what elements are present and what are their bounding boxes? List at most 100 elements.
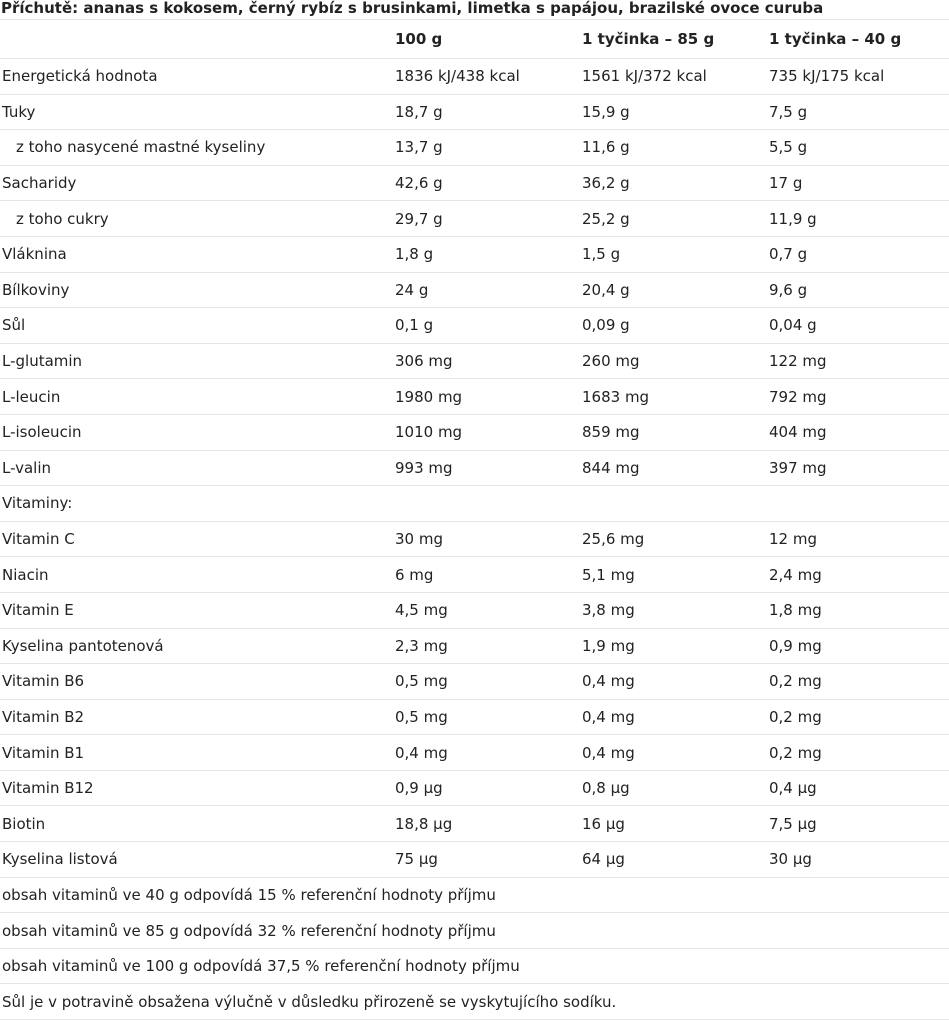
value-100g: 6 mg (393, 556, 580, 593)
table-row: Tuky 18,7 g 15,9 g 7,5 g (0, 94, 949, 131)
value-85g: 0,4 mg (580, 699, 767, 736)
value-100g: 2,3 mg (393, 628, 580, 665)
table-row: Vitamin B1 0,4 mg 0,4 mg 0,2 mg (0, 734, 949, 771)
table-row: Niacin 6 mg 5,1 mg 2,4 mg (0, 556, 949, 593)
value-85g: 25,2 g (580, 200, 767, 237)
value-85g (580, 485, 767, 522)
value-85g: 20,4 g (580, 272, 767, 309)
note-row: obsah vitaminů ve 40 g odpovídá 15 % ref… (0, 877, 949, 914)
value-100g: 0,1 g (393, 307, 580, 344)
value-40g: 0,2 mg (767, 699, 949, 736)
value-100g: 18,7 g (393, 94, 580, 131)
nutrient-label: Kyselina listová (0, 841, 393, 878)
value-85g: 1,5 g (580, 236, 767, 273)
value-40g: 0,4 µg (767, 770, 949, 807)
value-85g: 36,2 g (580, 165, 767, 202)
table-row: Biotin 18,8 µg 16 µg 7,5 µg (0, 805, 949, 843)
nutrient-label: Vitamin E (0, 592, 393, 629)
value-40g: 12 mg (767, 521, 949, 558)
value-100g: 18,8 µg (393, 805, 580, 843)
table-row: Bílkoviny 24 g 20,4 g 9,6 g (0, 272, 949, 309)
value-100g: 30 mg (393, 521, 580, 558)
value-85g: 859 mg (580, 414, 767, 451)
table-row: Vitamin B12 0,9 µg 0,8 µg 0,4 µg (0, 770, 949, 807)
nutrition-table: 100 g 1 tyčinka – 85 g 1 tyčinka – 40 g … (0, 19, 949, 1020)
nutrient-label: Biotin (0, 805, 393, 843)
value-100g: 1980 mg (393, 378, 580, 415)
column-header-nutrient (0, 19, 393, 59)
value-85g: 64 µg (580, 841, 767, 878)
value-100g: 13,7 g (393, 129, 580, 166)
nutrient-label: Vitamin B12 (0, 770, 393, 807)
value-85g: 16 µg (580, 805, 767, 843)
nutrient-label: Energetická hodnota (0, 58, 393, 95)
value-40g: 7,5 µg (767, 805, 949, 843)
value-85g: 11,6 g (580, 129, 767, 166)
value-40g: 792 mg (767, 378, 949, 415)
value-40g: 11,9 g (767, 200, 949, 237)
column-header-40g: 1 tyčinka – 40 g (767, 19, 949, 59)
value-85g: 0,4 mg (580, 734, 767, 771)
nutrient-label: Kyselina pantotenová (0, 628, 393, 665)
note-text: Sůl je v potravině obsažena výlučně v dů… (0, 983, 949, 1020)
value-40g: 1,8 mg (767, 592, 949, 629)
nutrient-label: L-glutamin (0, 343, 393, 380)
value-40g: 0,2 mg (767, 663, 949, 700)
table-row: Vitamin E 4,5 mg 3,8 mg 1,8 mg (0, 592, 949, 629)
nutrient-label: Niacin (0, 556, 393, 593)
page-title: Příchutě: ananas s kokosem, černý rybíz … (1, 0, 824, 17)
value-40g: 404 mg (767, 414, 949, 451)
value-100g: 4,5 mg (393, 592, 580, 629)
value-40g: 2,4 mg (767, 556, 949, 593)
value-40g: 7,5 g (767, 94, 949, 131)
table-row: Energetická hodnota 1836 kJ/438 kcal 156… (0, 58, 949, 95)
table-row: Vitamin C 30 mg 25,6 mg 12 mg (0, 521, 949, 558)
nutrient-label: Vitamin B2 (0, 699, 393, 736)
table-row: Vitaminy: (0, 485, 949, 522)
nutrient-label: z toho cukry (16, 209, 109, 228)
table-row: z toho cukry 29,7 g 25,2 g 11,9 g (0, 200, 949, 237)
value-40g: 397 mg (767, 450, 949, 487)
nutrient-label: Bílkoviny (0, 272, 393, 309)
table-row: L-valin 993 mg 844 mg 397 mg (0, 450, 949, 487)
table-row: L-leucin 1980 mg 1683 mg 792 mg (0, 378, 949, 415)
nutrient-label: Sůl (0, 307, 393, 344)
nutrient-label: Vláknina (0, 236, 393, 273)
value-100g: 1,8 g (393, 236, 580, 273)
table-row: Vláknina 1,8 g 1,5 g 0,7 g (0, 236, 949, 273)
value-40g: 122 mg (767, 343, 949, 380)
column-header-100g: 100 g (393, 19, 580, 59)
note-text: obsah vitaminů ve 100 g odpovídá 37,5 % … (0, 948, 949, 985)
value-100g: 29,7 g (393, 200, 580, 237)
value-100g (393, 485, 580, 522)
value-40g: 0,04 g (767, 307, 949, 344)
table-row: Sůl 0,1 g 0,09 g 0,04 g (0, 307, 949, 344)
table-row: L-isoleucin 1010 mg 859 mg 404 mg (0, 414, 949, 451)
value-85g: 1683 mg (580, 378, 767, 415)
nutrient-label-cell: z toho nasycené mastné kyseliny (0, 129, 393, 166)
nutrient-label: Vitamin B6 (0, 663, 393, 700)
nutrient-label: Vitamin B1 (0, 734, 393, 771)
note-text: obsah vitaminů ve 85 g odpovídá 32 % ref… (0, 912, 949, 949)
value-100g: 24 g (393, 272, 580, 309)
value-85g: 15,9 g (580, 94, 767, 131)
note-text: obsah vitaminů ve 40 g odpovídá 15 % ref… (0, 877, 949, 914)
value-40g: 5,5 g (767, 129, 949, 166)
nutrient-label-cell: z toho cukry (0, 200, 393, 237)
table-row: L-glutamin 306 mg 260 mg 122 mg (0, 343, 949, 380)
table-row: Kyselina pantotenová 2,3 mg 1,9 mg 0,9 m… (0, 628, 949, 665)
table-row: Sacharidy 42,6 g 36,2 g 17 g (0, 165, 949, 202)
value-85g: 0,09 g (580, 307, 767, 344)
value-85g: 844 mg (580, 450, 767, 487)
value-100g: 75 µg (393, 841, 580, 878)
value-85g: 25,6 mg (580, 521, 767, 558)
value-85g: 0,8 µg (580, 770, 767, 807)
nutrient-label: L-isoleucin (0, 414, 393, 451)
value-85g: 0,4 mg (580, 663, 767, 700)
nutrient-label: Vitamin C (0, 521, 393, 558)
value-40g: 17 g (767, 165, 949, 202)
value-100g: 1836 kJ/438 kcal (393, 58, 580, 95)
value-40g: 735 kJ/175 kcal (767, 58, 949, 95)
table-row: Vitamin B6 0,5 mg 0,4 mg 0,2 mg (0, 663, 949, 700)
value-85g: 1,9 mg (580, 628, 767, 665)
